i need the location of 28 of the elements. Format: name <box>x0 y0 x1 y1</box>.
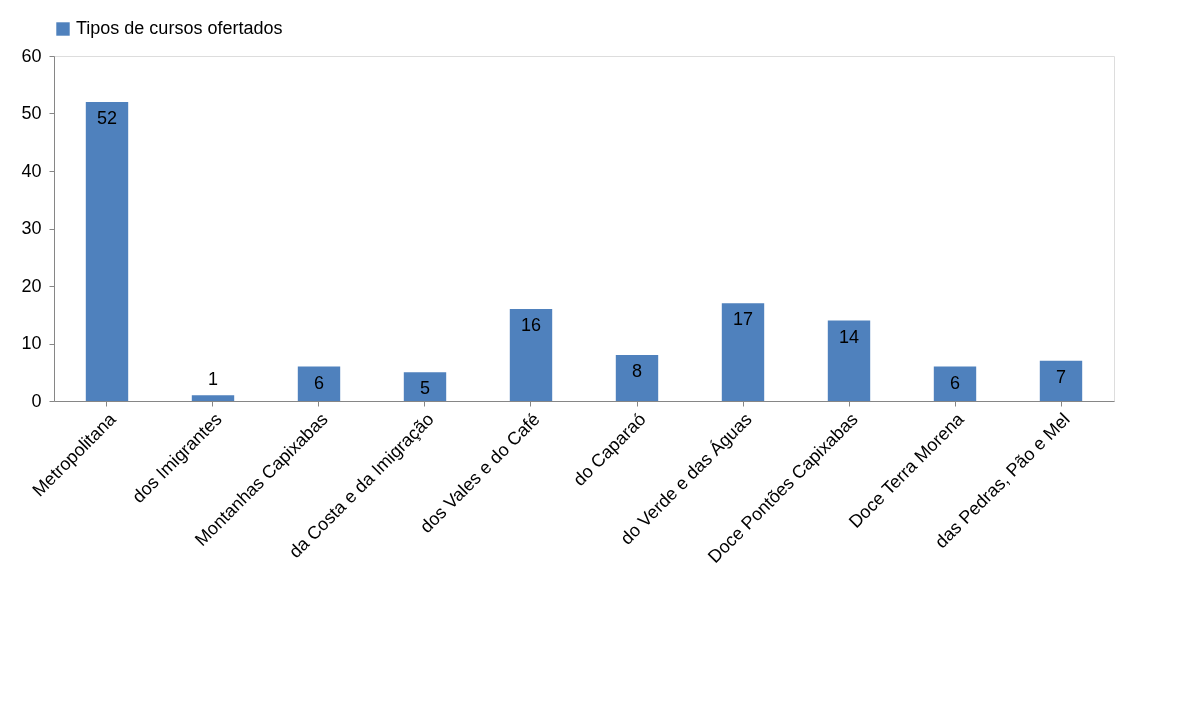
bar <box>509 309 553 401</box>
data-label: 7 <box>1055 366 1067 387</box>
legend-label: Tipos de cursos ofertados <box>76 18 283 38</box>
data-label: 6 <box>949 372 961 393</box>
y-tick-label: 60 <box>21 45 42 66</box>
data-label: 14 <box>838 326 860 347</box>
y-tick-label: 0 <box>31 390 42 411</box>
data-label: 5 <box>419 378 431 399</box>
bar <box>191 395 235 401</box>
y-tick-label: 50 <box>21 103 42 123</box>
bar <box>85 102 129 401</box>
data-label: 8 <box>631 361 643 381</box>
y-tick-label: 40 <box>21 160 42 181</box>
bar <box>933 366 977 401</box>
y-tick-label: 30 <box>21 218 42 238</box>
y-tick-label: 20 <box>21 275 42 296</box>
bar <box>403 372 447 401</box>
bar <box>721 303 765 401</box>
bar <box>615 355 659 401</box>
data-label: 16 <box>520 315 542 335</box>
data-label: 17 <box>732 309 754 330</box>
bar <box>827 320 871 401</box>
y-tick-label: 10 <box>21 333 42 353</box>
bar <box>297 366 341 401</box>
data-label: 52 <box>96 108 118 128</box>
data-label: 1 <box>207 369 219 390</box>
bar <box>1039 360 1083 401</box>
data-label: 6 <box>313 372 325 393</box>
